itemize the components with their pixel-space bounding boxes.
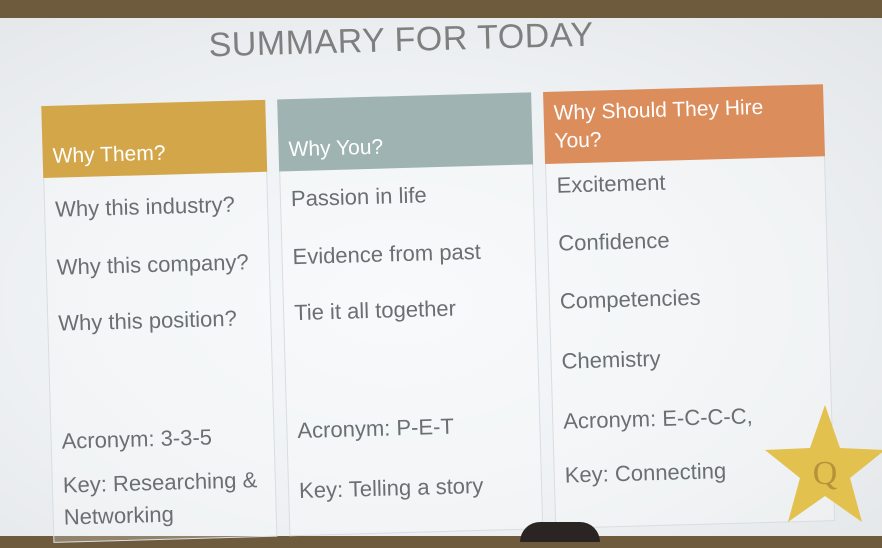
column-header-why-them: Why Them? (41, 99, 268, 179)
audience-head (520, 522, 600, 542)
star-logo-icon: Q (765, 405, 882, 522)
star-shape (765, 405, 882, 522)
column-header-line1: Why Should They Hire (553, 95, 764, 125)
column-why-you: Why You? Passion in life Evidence from p… (277, 92, 544, 537)
acronym-text: Acronym: P-E-T (297, 413, 455, 444)
list-item: Confidence (557, 227, 670, 256)
slide-title: SUMMARY FOR TODAY (208, 15, 595, 65)
column-why-them: Why Them? Why this industry? Why this co… (41, 99, 278, 543)
list-item: Competencies (559, 284, 701, 314)
list-item: Tie it all together (293, 295, 457, 326)
list-item: Chemistry (561, 345, 661, 374)
column-header-why-you: Why You? (277, 92, 534, 172)
star-letter: Q (813, 455, 838, 492)
key-text: Key: Researching & (62, 467, 258, 498)
acronym-text: Acronym: E-C-C-C, (562, 403, 753, 434)
list-item: Passion in life (290, 182, 427, 212)
key-text: Key: Connecting (564, 458, 727, 488)
list-item: Why this position? (57, 305, 238, 336)
key-text: Key: Telling a story (298, 472, 484, 504)
column-header-why-should-they-hire-you: Why Should They Hire You? (543, 84, 825, 165)
key-text-line2: Networking (63, 501, 175, 530)
list-item: Evidence from past (292, 238, 482, 270)
column-header-line2: You? (554, 128, 602, 153)
list-item: Why this industry? (54, 191, 236, 222)
list-item: Excitement (556, 169, 666, 198)
acronym-text: Acronym: 3-3-5 (61, 424, 213, 454)
list-item: Why this company? (56, 249, 250, 280)
